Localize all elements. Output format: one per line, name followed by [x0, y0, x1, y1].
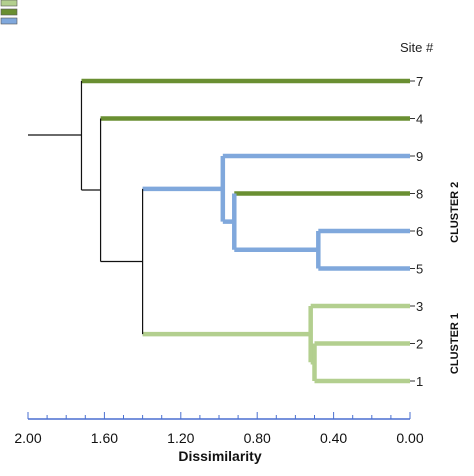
cluster-labels: CLUSTER 2 CLUSTER 1: [449, 182, 461, 374]
leaf-label: 5: [416, 262, 423, 277]
tick-label: 1.20: [167, 430, 194, 446]
tick-label: 2.00: [14, 430, 41, 446]
x-axis-label: Dissimilarity: [178, 448, 261, 464]
leaf-label: 8: [416, 187, 423, 202]
site-header: Site #: [400, 40, 434, 55]
cluster-label: CLUSTER 2: [449, 182, 461, 243]
cluster-label: CLUSTER 1: [449, 313, 461, 374]
x-axis: 2.00 1.60 1.20 0.80 0.40 0.00: [14, 412, 424, 446]
leaf-label: 1: [416, 374, 423, 389]
leaf-label: 3: [416, 299, 423, 314]
legend-swatch: [0, 17, 18, 25]
leaf-label: 7: [416, 74, 423, 89]
legend: [0, 0, 18, 25]
leaf-label: 4: [416, 112, 423, 127]
dendrogram-branches: [28, 78, 410, 384]
leaf-label: 9: [416, 149, 423, 164]
leaf-labels: 7 4 9 8 6 5 3 2 1: [410, 74, 423, 389]
leaf-label: 6: [416, 224, 423, 239]
legend-swatch: [0, 8, 18, 16]
legend-swatch: [0, 0, 18, 7]
leaf-label: 2: [416, 337, 423, 352]
tick-label: 0.00: [396, 430, 423, 446]
tick-label: 0.40: [320, 430, 347, 446]
tick-label: 0.80: [244, 430, 271, 446]
tick-label: 1.60: [91, 430, 118, 446]
